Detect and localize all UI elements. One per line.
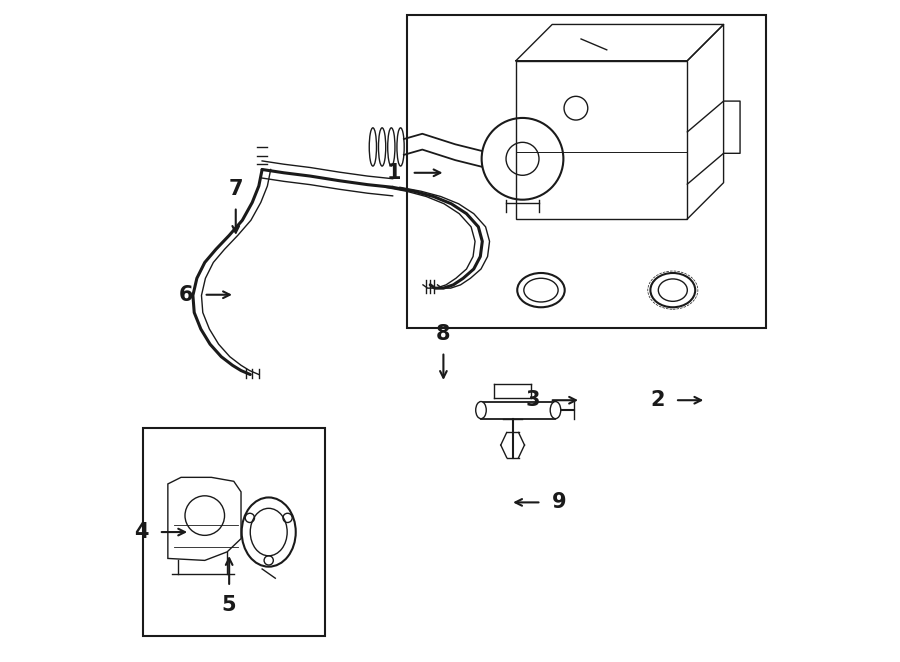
Ellipse shape bbox=[476, 402, 486, 418]
Text: 5: 5 bbox=[221, 594, 237, 614]
Bar bbox=[407, 15, 767, 328]
Text: 6: 6 bbox=[179, 285, 194, 305]
Text: 9: 9 bbox=[552, 493, 566, 512]
Text: 4: 4 bbox=[134, 522, 148, 542]
Text: 2: 2 bbox=[651, 390, 665, 410]
Bar bbox=[143, 428, 325, 636]
Text: 7: 7 bbox=[229, 179, 243, 199]
Ellipse shape bbox=[550, 402, 561, 418]
Text: 8: 8 bbox=[436, 324, 451, 344]
Text: 3: 3 bbox=[526, 390, 540, 410]
Text: 1: 1 bbox=[387, 163, 401, 183]
Bar bbox=[516, 61, 688, 219]
